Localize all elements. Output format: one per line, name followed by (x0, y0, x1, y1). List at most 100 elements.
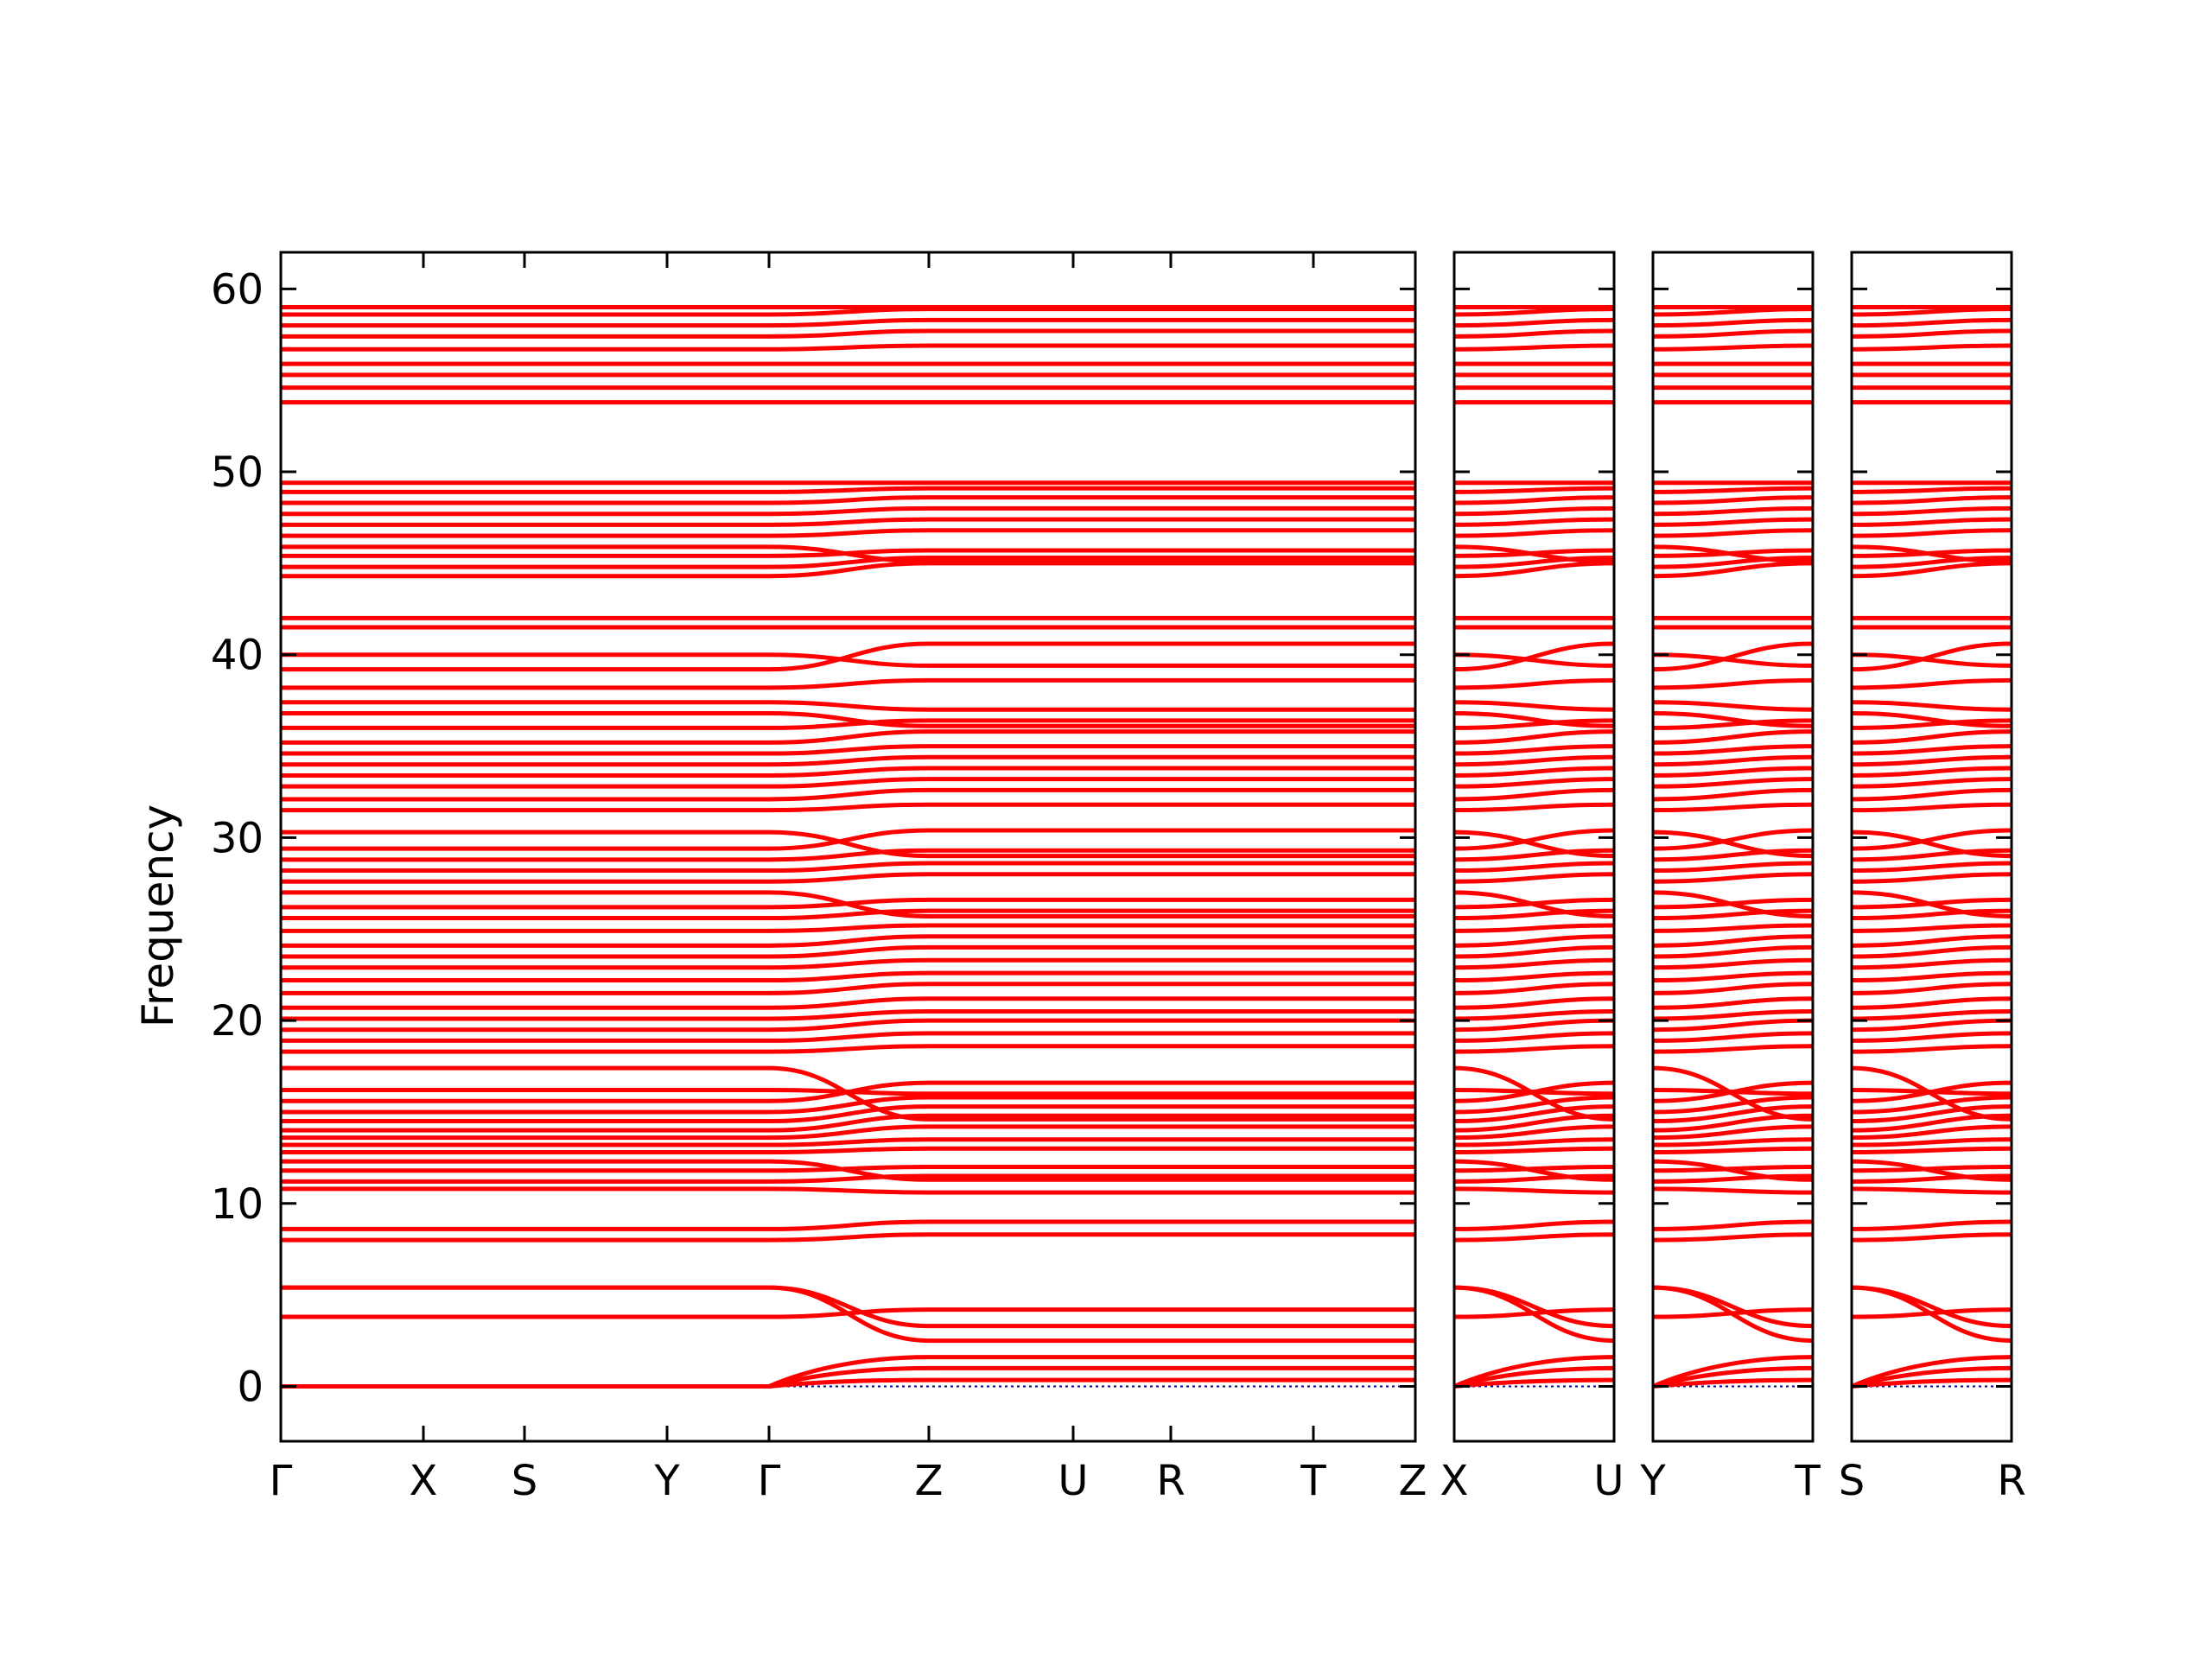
band-line (1453, 495, 1615, 505)
band-line (1453, 1065, 1615, 1122)
band-line (1453, 641, 1615, 672)
band-line (281, 517, 1415, 527)
band-line (1652, 766, 1814, 778)
band-line (281, 802, 1415, 813)
band-line (281, 1365, 1415, 1389)
band-line (281, 1186, 1415, 1195)
band-line (1652, 544, 1814, 564)
band-line (1652, 1018, 1814, 1033)
band-line (1851, 1095, 2012, 1115)
band-line (1652, 890, 1814, 918)
band-line (1652, 718, 1814, 730)
band-line (1851, 517, 2012, 527)
band-line (1851, 1065, 2012, 1122)
band-line (1453, 754, 1615, 767)
band-line (1453, 766, 1615, 778)
band-line (1453, 1095, 1615, 1115)
band-line (1851, 754, 2012, 767)
band-line (1652, 828, 1814, 851)
band-line (1851, 890, 2012, 918)
band-line (1652, 677, 1814, 690)
band-line (1851, 1285, 2012, 1329)
x-tick-label: X (1440, 1457, 1469, 1505)
band-line (1453, 710, 1615, 728)
band-line (281, 1018, 1415, 1033)
band-line (281, 908, 1415, 921)
band-line (1851, 505, 2012, 517)
y-tick-label: 30 (211, 814, 264, 862)
band-line (1652, 1285, 1814, 1329)
band-line (1851, 1285, 2012, 1344)
band-line (1851, 528, 2012, 538)
band-line (1453, 861, 1615, 874)
band-line (1453, 1232, 1615, 1243)
band-line (1652, 777, 1814, 789)
band-line (1652, 1044, 1814, 1054)
band-line (1652, 1377, 1814, 1389)
band-line (281, 828, 1415, 851)
band-line (1652, 328, 1814, 339)
panel-frame (279, 251, 1417, 1443)
band-line (1851, 982, 2012, 995)
band-line (1453, 328, 1615, 339)
band-line (1652, 1219, 1814, 1231)
band-line (281, 1124, 1415, 1141)
band-line (1453, 1173, 1615, 1184)
band-line (1851, 1219, 2012, 1231)
band-line (1652, 505, 1814, 517)
band-line (1652, 700, 1814, 712)
band-line (1453, 848, 1615, 862)
band-line (1652, 982, 1814, 995)
band-line (1851, 787, 2012, 802)
panel-frame (1651, 251, 1815, 1443)
band-line (1652, 1186, 1814, 1195)
band-line (1652, 307, 1814, 317)
band-line (1652, 561, 1814, 579)
band-line (1453, 1219, 1615, 1231)
band-line (1851, 908, 2012, 921)
band-line (1453, 1009, 1615, 1021)
band-line (1652, 528, 1814, 538)
band-line (1851, 544, 2012, 564)
band-line (1652, 1173, 1814, 1184)
band-line (1851, 1104, 2012, 1124)
x-tick-label: Γ (270, 1457, 293, 1505)
x-tick-label: T (1794, 1457, 1821, 1505)
band-line (281, 872, 1415, 884)
band-line (1453, 528, 1615, 538)
band-line (1453, 1137, 1615, 1147)
band-line (281, 641, 1415, 672)
y-tick-label: 10 (211, 1180, 264, 1229)
band-line (281, 744, 1415, 756)
band-line (1453, 486, 1615, 494)
band-line (1453, 944, 1615, 959)
band-line (281, 718, 1415, 730)
band-line (1851, 1137, 2012, 1147)
band-line (1652, 908, 1814, 921)
band-line (1851, 934, 2012, 948)
band-line (1453, 923, 1615, 933)
band-line (1453, 830, 1615, 859)
band-line (281, 957, 1415, 970)
band-line (1453, 1285, 1615, 1344)
band-line (1652, 1232, 1814, 1243)
band-line (281, 1113, 1415, 1133)
band-line (1652, 1031, 1814, 1043)
band-line (1453, 1044, 1615, 1054)
band-line (1652, 729, 1814, 745)
band-line (1652, 996, 1814, 1010)
band-line (1851, 1186, 2012, 1195)
band-line (1652, 486, 1814, 494)
band-line (1453, 729, 1615, 745)
band-line (1851, 830, 2012, 859)
x-tick-label: S (512, 1457, 537, 1505)
band-line (1652, 652, 1814, 668)
band-line (281, 1232, 1415, 1243)
band-line (1453, 1031, 1615, 1043)
band-line (1851, 641, 2012, 672)
band-line (1453, 343, 1615, 352)
band-line (281, 766, 1415, 778)
band-line (1453, 828, 1615, 851)
band-line (281, 677, 1415, 690)
